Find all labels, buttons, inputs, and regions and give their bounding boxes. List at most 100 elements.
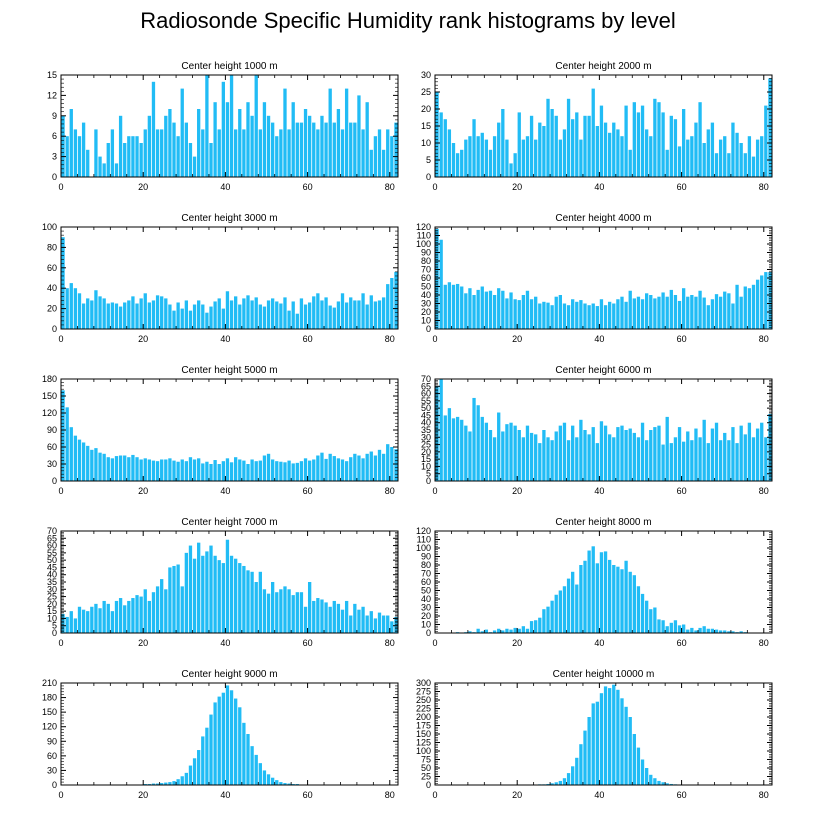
histogram-bar bbox=[677, 625, 682, 633]
histogram-bar bbox=[332, 122, 336, 177]
panel-3: Center height 3000 m 0 20 40 60 80 0 20 40 60 80 10… bbox=[42, 213, 399, 344]
histogram-bar bbox=[373, 618, 378, 633]
histogram-bar bbox=[164, 459, 168, 481]
histogram-bar bbox=[579, 419, 583, 481]
histogram-bar bbox=[209, 545, 213, 633]
histogram-bar bbox=[640, 759, 645, 785]
histogram-bar bbox=[620, 296, 624, 329]
histogram-bar bbox=[197, 542, 201, 633]
histogram-bar bbox=[340, 459, 345, 481]
histogram-bar bbox=[501, 290, 505, 329]
histogram-bar bbox=[632, 432, 636, 481]
histogram-bar bbox=[640, 422, 645, 481]
histogram-bar bbox=[246, 734, 250, 785]
histogram-bar bbox=[706, 443, 710, 481]
histogram-bar bbox=[386, 284, 390, 329]
histogram-bar bbox=[94, 603, 98, 633]
histogram-bar bbox=[608, 559, 612, 633]
histogram-bar bbox=[538, 443, 542, 481]
histogram-bar bbox=[139, 459, 143, 481]
histogram-bar bbox=[731, 427, 735, 481]
histogram-bar bbox=[472, 295, 476, 329]
histogram-bar bbox=[587, 550, 591, 633]
histogram-bar bbox=[349, 297, 353, 329]
histogram-bar bbox=[653, 427, 657, 481]
histogram-bar bbox=[546, 302, 550, 329]
histogram-bar bbox=[299, 298, 304, 329]
histogram-bar bbox=[312, 459, 316, 481]
histogram-bar bbox=[386, 129, 390, 177]
y-tick-label: 25 bbox=[421, 772, 431, 782]
histogram-bar bbox=[571, 119, 575, 177]
histogram-bar bbox=[546, 606, 550, 633]
y-tick-label: 120 bbox=[42, 408, 57, 418]
histogram-bar bbox=[443, 284, 447, 329]
histogram-bar bbox=[579, 744, 583, 785]
histogram-bar bbox=[168, 109, 172, 177]
histogram-bar bbox=[747, 288, 752, 329]
histogram-bar bbox=[743, 153, 747, 177]
y-tick-label: 20 bbox=[47, 304, 57, 314]
histogram-bar bbox=[710, 628, 715, 633]
histogram-bar bbox=[599, 693, 604, 785]
histogram-bar bbox=[768, 272, 772, 329]
histogram-bar bbox=[77, 439, 82, 481]
histogram-bar bbox=[694, 428, 698, 481]
histogram-bar bbox=[275, 780, 279, 785]
y-tick-label: 110 bbox=[417, 231, 431, 241]
histogram-bar bbox=[201, 736, 205, 785]
y-tick-label: 180 bbox=[42, 693, 57, 703]
histogram-bar bbox=[575, 757, 579, 785]
histogram-bar bbox=[653, 607, 657, 633]
histogram-bar bbox=[217, 129, 221, 177]
histogram-bar bbox=[628, 571, 632, 633]
histogram-bar bbox=[595, 443, 599, 481]
histogram-bar bbox=[114, 456, 119, 481]
histogram-bar bbox=[275, 592, 279, 633]
histogram-bar bbox=[155, 586, 160, 633]
histogram-bar bbox=[90, 300, 94, 329]
histogram-bar bbox=[587, 717, 591, 785]
histogram-bar bbox=[344, 302, 349, 329]
histogram-bar bbox=[488, 430, 493, 481]
histogram-bar bbox=[307, 460, 312, 481]
histogram-bar bbox=[616, 566, 620, 633]
histogram-bar bbox=[151, 460, 156, 481]
y-tick-label: 15 bbox=[421, 121, 431, 131]
histogram-bar bbox=[336, 109, 341, 177]
histogram-bar bbox=[234, 129, 238, 177]
histogram-bar bbox=[279, 303, 283, 329]
y-tick-label: 120 bbox=[416, 526, 431, 536]
panel-title: Center height 7000 m bbox=[181, 517, 277, 528]
y-tick-label: 70 bbox=[421, 265, 431, 275]
histogram-bar bbox=[123, 302, 127, 329]
histogram-bar bbox=[686, 431, 690, 481]
histogram-bar bbox=[595, 701, 599, 785]
histogram-bar bbox=[513, 425, 517, 481]
histogram-bar bbox=[303, 109, 308, 177]
histogram-bar bbox=[661, 620, 665, 633]
histogram-bar bbox=[645, 600, 649, 633]
histogram-bar bbox=[764, 105, 768, 177]
y-tick-label: 15 bbox=[47, 606, 57, 616]
histogram-bar bbox=[529, 621, 534, 633]
histogram-bar bbox=[435, 92, 439, 177]
histogram-bar bbox=[723, 291, 727, 329]
histogram-bar bbox=[669, 443, 673, 481]
y-tick-label: 0 bbox=[52, 172, 57, 182]
histogram-bar bbox=[492, 437, 497, 481]
histogram-bar bbox=[365, 304, 369, 329]
histogram-bar bbox=[271, 459, 275, 481]
y-tick-label: 100 bbox=[416, 543, 431, 553]
histogram-bar bbox=[258, 571, 262, 633]
histogram-bar bbox=[616, 689, 620, 785]
histogram-bar bbox=[455, 153, 460, 177]
panel-title: Center height 3000 m bbox=[181, 213, 277, 224]
histogram-bar bbox=[657, 296, 661, 329]
x-tick-label: 40 bbox=[220, 790, 230, 800]
histogram-bar bbox=[706, 628, 710, 633]
histogram-bar bbox=[279, 782, 283, 785]
histogram-bar bbox=[61, 614, 65, 633]
y-tick-label: 50 bbox=[421, 282, 431, 292]
histogram-bar bbox=[488, 149, 493, 177]
